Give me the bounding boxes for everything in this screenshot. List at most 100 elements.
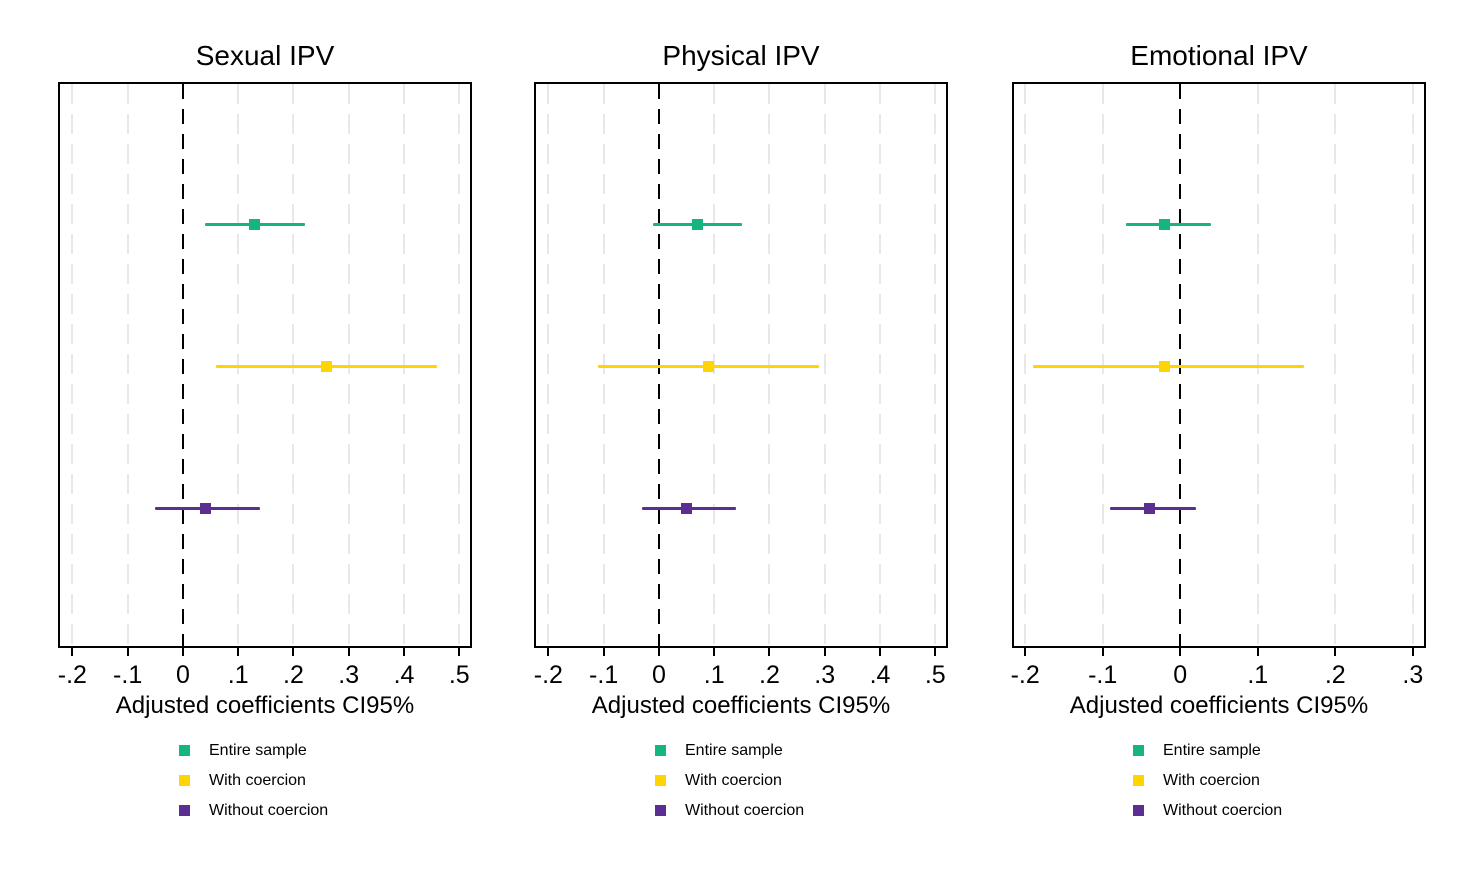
x-tick-label: .2	[759, 661, 780, 689]
legend-item: Entire sample	[179, 742, 328, 759]
panel-title: Physical IPV	[662, 40, 820, 71]
x-tick-label: -.2	[533, 661, 563, 689]
x-tick-label: .5	[448, 661, 470, 689]
legend-swatch-entire-sample	[1133, 745, 1144, 756]
legend-item: With coercion	[179, 772, 328, 789]
x-tick-label: -.2	[57, 661, 87, 689]
x-tick-mark	[181, 648, 184, 656]
legend-swatch-with-coercion	[1133, 775, 1144, 786]
point-marker	[199, 502, 211, 514]
gridline	[768, 84, 771, 646]
x-tick-label: .3	[338, 661, 360, 689]
panel-physical-ipv: Physical IPV -.2 -.1 0 .1 .2 .3 .4 .5 Adjusted …	[534, 0, 948, 882]
x-tick-mark	[71, 648, 74, 656]
legend: Entire sample With coercion Without coer…	[179, 742, 328, 832]
legend-item: With coercion	[655, 772, 804, 789]
legend-label: Without coercion	[209, 802, 329, 819]
legend: Entire sample With coercion Without coer…	[1133, 742, 1282, 832]
gridline	[1411, 84, 1414, 646]
point-marker	[321, 361, 333, 373]
gridline	[126, 84, 129, 646]
x-tick-label: 0	[651, 661, 666, 689]
point-marker	[692, 219, 704, 231]
legend-label: With coercion	[685, 772, 782, 789]
x-tick-mark	[713, 648, 716, 656]
gridline	[934, 84, 937, 646]
panel-title: Emotional IPV	[1130, 40, 1308, 71]
x-tick-label: .3	[1402, 661, 1424, 689]
legend: Entire sample With coercion Without coer…	[655, 742, 804, 832]
x-tick-mark	[1334, 648, 1337, 656]
x-tick-label: .4	[393, 661, 415, 689]
legend-swatch-entire-sample	[655, 745, 666, 756]
x-tick-label: -.1	[589, 661, 619, 689]
x-tick-mark	[1179, 648, 1182, 656]
gridline	[823, 84, 826, 646]
gridline	[713, 84, 716, 646]
gridline	[1334, 84, 1337, 646]
legend-label: With coercion	[209, 772, 306, 789]
legend-label: Without coercion	[685, 802, 805, 819]
x-tick-label: -.1	[1088, 661, 1118, 689]
gridline	[403, 84, 405, 646]
x-tick-label: .2	[283, 661, 304, 689]
x-tick-mark	[768, 648, 771, 656]
x-tick-mark	[403, 648, 405, 656]
x-tick-mark	[1024, 648, 1027, 656]
x-tick-mark	[547, 648, 550, 656]
legend-swatch-entire-sample	[179, 745, 190, 756]
zero-reference-line	[181, 84, 184, 646]
x-tick-mark	[1101, 648, 1104, 656]
legend-label: Entire sample	[1163, 742, 1261, 759]
point-marker	[681, 502, 693, 514]
x-tick-mark	[126, 648, 129, 656]
x-tick-mark	[1411, 648, 1414, 656]
x-tick-mark	[458, 648, 461, 656]
x-tick-label: .1	[703, 661, 725, 689]
panel-title: Sexual IPV	[195, 40, 335, 71]
x-tick-label: .3	[814, 661, 836, 689]
gridline	[1024, 84, 1027, 646]
legend-item: With coercion	[1133, 772, 1282, 789]
legend-swatch-without-coercion	[655, 805, 666, 816]
x-tick-label: .1	[1247, 661, 1269, 689]
legend-label: With coercion	[1163, 772, 1260, 789]
x-tick-label: -.2	[1010, 661, 1040, 689]
plot-frame	[1012, 82, 1426, 648]
legend-item: Without coercion	[655, 802, 804, 819]
gridline	[547, 84, 550, 646]
legend-item: Without coercion	[1133, 802, 1282, 819]
x-tick-label: -.1	[113, 661, 143, 689]
point-marker	[1159, 219, 1171, 231]
x-tick-mark	[292, 648, 295, 656]
point-marker	[1159, 361, 1171, 373]
legend-item: Entire sample	[1133, 742, 1282, 759]
gridline	[71, 84, 74, 646]
x-tick-mark	[602, 648, 605, 656]
legend-swatch-with-coercion	[179, 775, 190, 786]
point-marker	[1143, 502, 1155, 514]
x-tick-label: 0	[1173, 661, 1188, 689]
x-tick-mark	[823, 648, 826, 656]
x-axis: -.2 -.1 0 .1 .2 .3	[1010, 648, 1426, 708]
x-axis: -.2 -.1 0 .1 .2 .3 .4 .5	[58, 648, 472, 708]
legend-item: Entire sample	[655, 742, 804, 759]
x-tick-mark	[657, 648, 660, 656]
x-axis: -.2 -.1 0 .1 .2 .3 .4 .5	[534, 648, 948, 708]
x-tick-mark	[347, 648, 350, 656]
x-tick-label: .5	[924, 661, 946, 689]
point-marker	[703, 361, 715, 373]
point-marker	[249, 219, 261, 231]
panel-emotional-ipv: Emotional IPV -.2 -.1 0 .1 .2 .3 Adjusted coe…	[1010, 0, 1426, 882]
x-tick-label: .2	[1324, 661, 1346, 689]
x-tick-mark	[237, 648, 240, 656]
legend-label: Entire sample	[685, 742, 783, 759]
x-tick-mark	[934, 648, 937, 656]
legend-label: Entire sample	[209, 742, 307, 759]
gridline	[458, 84, 461, 646]
gridline	[602, 84, 605, 646]
gridline	[347, 84, 350, 646]
gridline	[1101, 84, 1104, 646]
x-tick-mark	[1256, 648, 1259, 656]
